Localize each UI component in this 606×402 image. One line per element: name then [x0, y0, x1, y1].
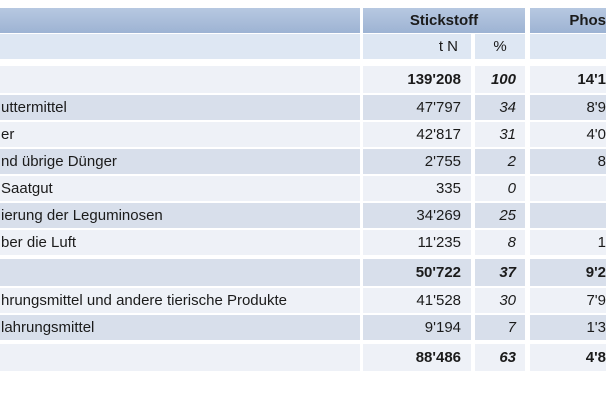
percent-unit-header: % — [475, 34, 525, 59]
phosphorus-value-cell: 8'9 — [530, 95, 606, 120]
phosphorus-unit-header — [530, 34, 606, 59]
percent-value-cell: 37 — [475, 259, 525, 286]
row-label-cell: lahrungsmittel — [0, 315, 360, 340]
table-row: ber die Luft 11'235 8 1 — [0, 230, 606, 255]
nitrogen-value-cell: 335 — [363, 176, 471, 201]
nutrient-balance-table: Stickstoff Phos t N % 139'208 100 14'1 u… — [0, 8, 606, 373]
table-row: uttermittel 47'797 34 8'9 — [0, 95, 606, 120]
nitrogen-value-cell: 88'486 — [363, 344, 471, 371]
nitrogen-value-cell: 11'235 — [363, 230, 471, 255]
phosphorus-value-cell: 8 — [530, 149, 606, 174]
table-row-total: 139'208 100 14'1 — [0, 66, 606, 93]
nitrogen-value-cell: 50'722 — [363, 259, 471, 286]
phosphorus-value-cell — [530, 203, 606, 228]
label-column-header — [0, 8, 360, 33]
percent-value-cell: 0 — [475, 176, 525, 201]
percent-value-cell: 63 — [475, 344, 525, 371]
nitrogen-value-cell: 9'194 — [363, 315, 471, 340]
table-row-subtotal: 50'722 37 9'2 — [0, 259, 606, 286]
percent-value-cell: 25 — [475, 203, 525, 228]
nitrogen-value-cell: 47'797 — [363, 95, 471, 120]
column-group-nitrogen: Stickstoff — [363, 8, 525, 33]
table-row-grand-total: 88'486 63 4'8 — [0, 344, 606, 371]
row-label-cell: ber die Luft — [0, 230, 360, 255]
nitrogen-value-cell: 34'269 — [363, 203, 471, 228]
row-label-cell: ierung der Leguminosen — [0, 203, 360, 228]
table-row: er 42'817 31 4'0 — [0, 122, 606, 147]
percent-value-cell: 100 — [475, 66, 525, 93]
nitrogen-value-cell: 41'528 — [363, 288, 471, 313]
percent-value-cell: 7 — [475, 315, 525, 340]
phosphorus-value-cell: 4'0 — [530, 122, 606, 147]
column-group-phosphorus: Phos — [530, 8, 606, 33]
row-label-cell: nd übrige Dünger — [0, 149, 360, 174]
row-label-cell — [0, 259, 360, 286]
percent-value-cell: 31 — [475, 122, 525, 147]
row-label-cell: Saatgut — [0, 176, 360, 201]
table-row: ierung der Leguminosen 34'269 25 — [0, 203, 606, 228]
phosphorus-value-cell: 7'9 — [530, 288, 606, 313]
row-label-cell: uttermittel — [0, 95, 360, 120]
phosphorus-value-cell: 4'8 — [530, 344, 606, 371]
nitrogen-unit-header: t N — [363, 34, 471, 59]
table-header-units: t N % — [0, 34, 606, 59]
row-label-cell: hrungsmittel und andere tierische Produk… — [0, 288, 360, 313]
row-label-cell: er — [0, 122, 360, 147]
table-row: nd übrige Dünger 2'755 2 8 — [0, 149, 606, 174]
table-row: lahrungsmittel 9'194 7 1'3 — [0, 315, 606, 340]
table-header-groups: Stickstoff Phos — [0, 8, 606, 33]
phosphorus-value-cell: 14'1 — [530, 66, 606, 93]
table-row: Saatgut 335 0 — [0, 176, 606, 201]
nitrogen-value-cell: 139'208 — [363, 66, 471, 93]
phosphorus-value-cell: 1 — [530, 230, 606, 255]
percent-value-cell: 30 — [475, 288, 525, 313]
table-row: hrungsmittel und andere tierische Produk… — [0, 288, 606, 313]
percent-value-cell: 8 — [475, 230, 525, 255]
phosphorus-value-cell: 9'2 — [530, 259, 606, 286]
row-label-cell — [0, 66, 360, 93]
phosphorus-value-cell — [530, 176, 606, 201]
nitrogen-value-cell: 42'817 — [363, 122, 471, 147]
percent-value-cell: 2 — [475, 149, 525, 174]
row-label-cell — [0, 344, 360, 371]
label-unit-header — [0, 34, 360, 59]
phosphorus-value-cell: 1'3 — [530, 315, 606, 340]
nitrogen-value-cell: 2'755 — [363, 149, 471, 174]
percent-value-cell: 34 — [475, 95, 525, 120]
